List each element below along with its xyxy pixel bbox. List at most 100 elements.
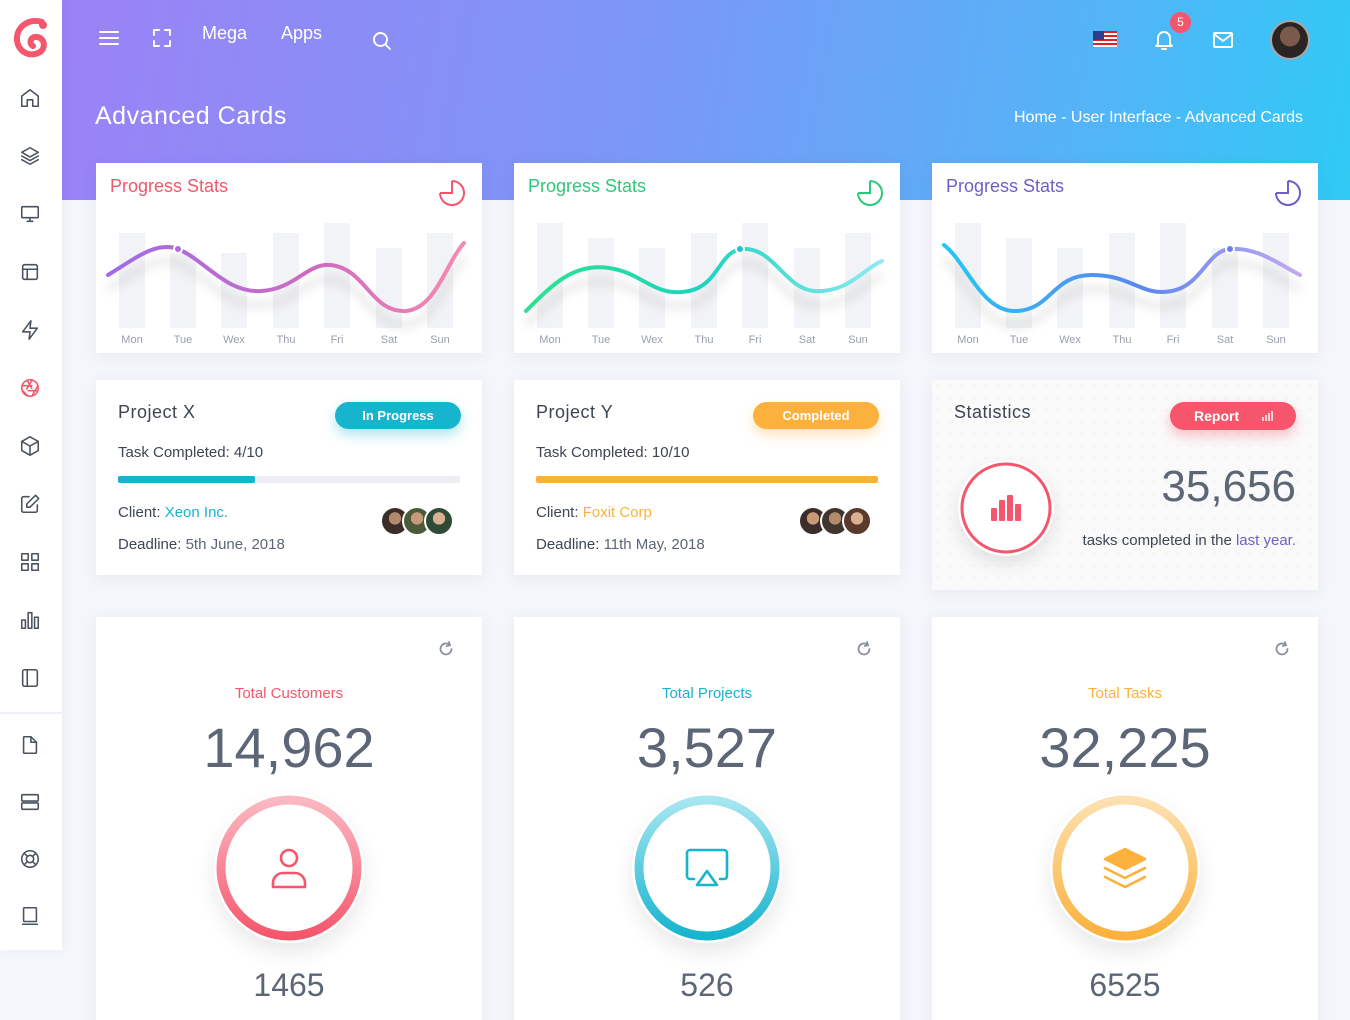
ring-graphic [960, 462, 1052, 554]
logo-icon[interactable] [12, 16, 52, 60]
progress-fill [536, 476, 878, 483]
project-deadline: Deadline: 11th May, 2018 [536, 536, 705, 553]
ring-graphic [634, 795, 780, 941]
statistics-title: Statistics [954, 402, 1032, 422]
statistics-ring [958, 460, 1054, 556]
bars-icon [1262, 411, 1273, 421]
total-title: Total Customers [234, 685, 344, 702]
box-icon[interactable] [19, 435, 41, 457]
caption-text: tasks completed in the [1082, 532, 1232, 549]
progress-chart: Mon Tue Wex Thu Fri Sat Sun [524, 223, 884, 346]
life-buoy-icon[interactable] [19, 848, 41, 870]
tick-label: Wex [1059, 334, 1081, 346]
status-badge[interactable]: Completed [753, 402, 879, 429]
refresh-icon[interactable] [438, 641, 454, 657]
edit-icon[interactable] [19, 493, 41, 515]
mail-icon[interactable] [1211, 28, 1235, 52]
refresh-icon[interactable] [1274, 641, 1290, 657]
task-completed: Task Completed: 10/10 [536, 444, 690, 461]
card-title: Progress Stats [528, 176, 647, 196]
tick-label: Sun [430, 334, 450, 346]
breadcrumb[interactable]: Home - User Interface - Advanced Cards [1013, 109, 1303, 126]
home-icon[interactable] [19, 87, 41, 109]
total-sub-value: 6525 [1089, 967, 1161, 1003]
total-ring [632, 793, 782, 943]
project-client: Client: Xeon Inc. [118, 504, 228, 521]
user-avatar[interactable] [1270, 20, 1310, 60]
grid-icon[interactable] [19, 551, 41, 573]
layers-icon [1103, 847, 1147, 889]
report-button[interactable]: Report [1170, 402, 1296, 430]
progress-stats-card: Progress Stats Mon Tue Wex Thu Fri Sat S… [96, 163, 482, 353]
sidebar-divider [0, 712, 62, 714]
monitor-icon[interactable] [19, 203, 41, 225]
total-tasks-card: Total Tasks 32,225 6525 [932, 617, 1318, 1020]
progress-stats-card: Progress Stats Mon Tue Wex Thu Fri Sat S… [932, 163, 1318, 353]
deadline-label: Deadline: [118, 536, 182, 553]
progress-stats-card: Progress Stats Mon Tue Wex Thu Fri Sat S… [514, 163, 900, 353]
tick-label: Fri [749, 334, 762, 346]
menu-icon[interactable] [97, 26, 121, 50]
card-title: Progress Stats [110, 176, 229, 196]
report-label: Report [1194, 408, 1240, 424]
menu-link-mega[interactable]: Mega [202, 23, 248, 43]
file-icon[interactable] [19, 734, 41, 756]
layout-icon[interactable] [19, 261, 41, 283]
project-client: Client: Foxit Corp [536, 504, 652, 521]
sidebar-panel-icon[interactable] [19, 667, 41, 689]
statistics-card: Statistics Report 35,656 tasks completed… [932, 380, 1318, 590]
avatar[interactable] [842, 506, 872, 536]
tablet-icon[interactable] [19, 905, 41, 927]
project-deadline: Deadline: 5th June, 2018 [118, 536, 285, 553]
total-value: 14,962 [203, 716, 375, 779]
tick-label: Wex [223, 334, 245, 346]
client-name[interactable]: Foxit Corp [582, 504, 652, 521]
server-icon[interactable] [19, 791, 41, 813]
tick-label: Fri [331, 334, 344, 346]
fullscreen-icon[interactable] [150, 26, 174, 50]
avatar[interactable] [424, 506, 454, 536]
task-completed: Task Completed: 4/10 [118, 444, 264, 461]
refresh-icon[interactable] [856, 641, 872, 657]
menu-link-apps[interactable]: Apps [281, 23, 323, 43]
tick-label: Thu [277, 334, 296, 346]
total-sub-value: 1465 [253, 967, 325, 1003]
deadline-value: 11th May, 2018 [603, 536, 705, 553]
total-value: 3,527 [636, 716, 778, 779]
pie-chart-icon[interactable] [436, 177, 468, 209]
airplay-icon [685, 848, 729, 887]
bell-icon[interactable] [1152, 28, 1176, 52]
team-avatars [380, 506, 470, 538]
total-customers-card: Total Customers 14,962 1465 [96, 617, 482, 1020]
statistics-value: 35,656 [1161, 462, 1296, 511]
bar-chart-icon [991, 495, 1021, 521]
sidebar [0, 0, 62, 950]
tick-label: Thu [695, 334, 714, 346]
progress-chart: Mon Tue Wex Thu Fri Sat Sun [942, 223, 1302, 346]
status-badge[interactable]: In Progress [335, 402, 461, 429]
flag-us-icon[interactable] [1093, 31, 1117, 47]
tick-label: Mon [539, 334, 560, 346]
team-avatars [798, 506, 888, 538]
pie-chart-icon[interactable] [854, 177, 886, 209]
aperture-icon[interactable] [19, 377, 41, 399]
tick-label: Sat [381, 334, 398, 346]
progress-track [536, 476, 878, 483]
bar-chart-icon[interactable] [19, 609, 41, 631]
caption-link[interactable]: last year. [1235, 532, 1296, 549]
project-card: Project Y Completed Task Completed: 10/1… [514, 380, 900, 575]
total-value: 32,225 [1039, 716, 1211, 779]
search-icon[interactable] [370, 29, 394, 53]
client-name[interactable]: Xeon Inc. [164, 504, 229, 521]
pie-chart-icon[interactable] [1272, 177, 1304, 209]
tick-label: Mon [121, 334, 142, 346]
page-title: Advanced Cards [95, 102, 287, 130]
deadline-value: 5th June, 2018 [185, 536, 285, 553]
deadline-label: Deadline: [536, 536, 600, 553]
total-sub-value: 526 [680, 967, 734, 1003]
progress-fill [118, 476, 255, 483]
layers-nav-icon[interactable] [19, 145, 41, 167]
progress-track [118, 476, 460, 483]
zap-icon[interactable] [19, 319, 41, 341]
project-title: Project Y [536, 402, 614, 422]
